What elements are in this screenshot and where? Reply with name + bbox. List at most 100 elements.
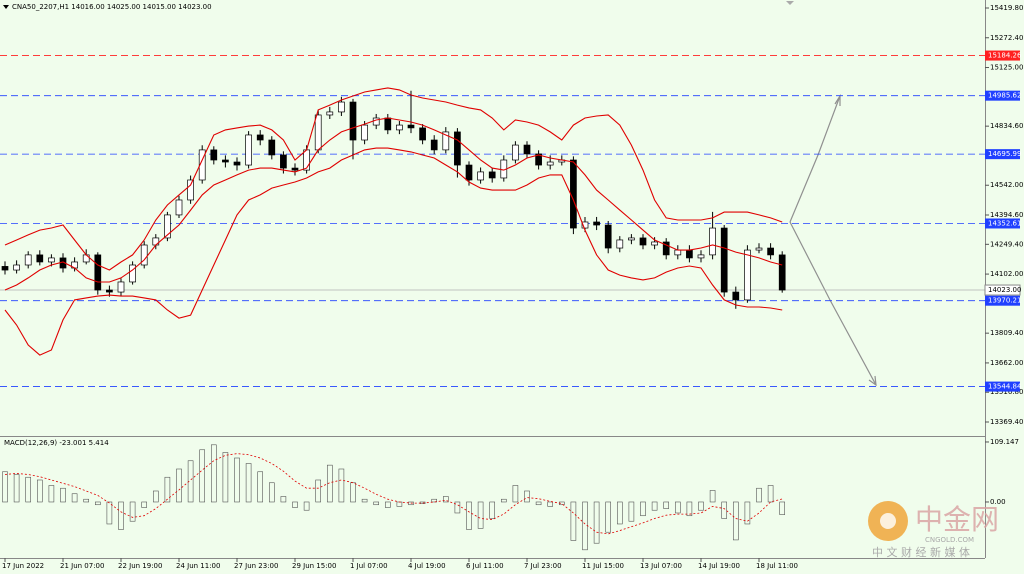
candle-body xyxy=(570,159,577,229)
candle-body xyxy=(129,264,136,283)
watermark: 中金网 CNGOLD.COM 中 文 财 经 新 媒 体 xyxy=(868,501,999,559)
candle-body xyxy=(744,249,751,301)
candle-body xyxy=(106,289,113,293)
candle-body xyxy=(222,159,229,163)
macd-bar xyxy=(164,476,171,503)
candle-body xyxy=(581,221,589,229)
candle-body xyxy=(384,117,392,131)
y-tick-label: 13369.40 xyxy=(990,418,1023,426)
macd-bar xyxy=(640,501,646,517)
macd-bar xyxy=(373,501,380,506)
x-tick-label: 13 Jul 07:00 xyxy=(640,562,682,570)
macd-bar xyxy=(71,493,78,503)
macd-bar xyxy=(547,501,554,507)
macd-bar xyxy=(535,501,542,506)
macd-bar xyxy=(199,449,205,503)
candle-body xyxy=(755,247,763,251)
x-tick-label: 17 Jun 2022 xyxy=(2,562,44,570)
x-tick-label: 1 Jul 07:00 xyxy=(350,562,388,570)
candle-body xyxy=(268,139,276,156)
macd-bar xyxy=(350,482,356,503)
candle-body xyxy=(291,167,299,171)
y-tick-label: 14542.00 xyxy=(990,181,1023,189)
macd-bar xyxy=(512,485,519,503)
candle-body xyxy=(48,257,55,263)
macd-bar xyxy=(593,501,600,544)
candle-body xyxy=(430,139,438,151)
macd-bar xyxy=(616,501,623,525)
macd-bar xyxy=(118,501,124,530)
price-level-label: 13544.84 xyxy=(988,383,1022,391)
macd-bar xyxy=(303,501,310,511)
candle-body xyxy=(686,249,693,259)
candle-body xyxy=(36,254,44,263)
price-level-label-box xyxy=(985,295,1020,306)
macd-bar xyxy=(384,501,391,508)
candle-body xyxy=(396,124,403,131)
macd-bar xyxy=(234,457,240,503)
candle-body xyxy=(175,199,183,216)
candle-body xyxy=(523,144,531,155)
macd-bar xyxy=(605,501,612,533)
macd-bar xyxy=(570,501,577,541)
bollinger-lower xyxy=(4,147,783,356)
x-tick-label: 18 Jul 11:00 xyxy=(756,562,798,570)
candle-body xyxy=(651,241,658,246)
macd-bar xyxy=(326,464,333,503)
candle-body xyxy=(407,124,415,129)
candle-body xyxy=(442,131,450,151)
price-level-label: 14352.61 xyxy=(988,219,1021,227)
price-level-label: 14695.99 xyxy=(988,150,1021,158)
watermark-tagline: 中 文 财 经 新 媒 体 xyxy=(872,545,970,559)
macd-bar xyxy=(628,501,635,522)
x-tick-label: 14 Jul 19:00 xyxy=(698,562,740,570)
macd-bar xyxy=(95,501,101,506)
macd-bar xyxy=(13,474,20,503)
macd-bar xyxy=(153,490,159,503)
macd-bar xyxy=(83,498,89,503)
macd-bar xyxy=(176,468,182,503)
candle-body xyxy=(1,266,9,271)
y-tick-label: 13516.80 xyxy=(990,388,1023,396)
y-tick-label: 15272.40 xyxy=(990,34,1023,42)
menu-icon xyxy=(3,5,9,9)
macd-bar xyxy=(60,487,66,503)
candle-body xyxy=(117,281,125,293)
candle-body xyxy=(720,227,728,293)
candle-body xyxy=(639,237,647,246)
x-tick-label: 7 Jul 23:00 xyxy=(524,562,562,570)
candle-body xyxy=(152,237,160,246)
candle-body xyxy=(454,131,461,166)
macd-bar xyxy=(211,444,217,503)
candle-body xyxy=(778,254,786,291)
candle-body xyxy=(697,254,705,259)
candle-body xyxy=(164,214,171,239)
macd-bar xyxy=(292,501,298,508)
macd-bar xyxy=(674,501,681,514)
price-level-label-box xyxy=(985,50,1020,61)
macd-bar xyxy=(408,501,414,506)
candle-body xyxy=(187,179,194,201)
macd-tick-label: 0.00 xyxy=(990,498,1006,506)
candle-body xyxy=(767,247,774,256)
macd-bar xyxy=(361,498,368,503)
macd-bar xyxy=(489,501,496,519)
macd-bar xyxy=(466,501,472,530)
macd-bar xyxy=(709,490,716,503)
candle-body xyxy=(338,101,345,113)
candle-body xyxy=(303,149,310,171)
scroll-marker xyxy=(786,1,794,5)
price-level-label: 14023.00 xyxy=(988,286,1021,294)
x-tick-label: 27 Jun 23:00 xyxy=(234,562,278,570)
price-level-label-box xyxy=(985,218,1020,229)
candle-body xyxy=(326,111,334,116)
candle-body xyxy=(280,154,287,169)
macd-bar xyxy=(48,485,55,503)
y-tick-label: 14102.00 xyxy=(990,270,1023,278)
y-tick-label: 14834.60 xyxy=(990,122,1023,130)
macd-bar xyxy=(721,501,728,519)
price-level-label-box xyxy=(985,149,1020,160)
macd-bar xyxy=(280,496,287,503)
